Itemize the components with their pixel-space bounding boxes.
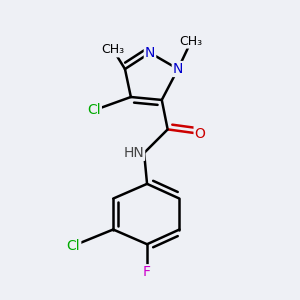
Text: Cl: Cl [87,103,101,117]
Text: N: N [173,62,183,76]
Text: F: F [143,265,151,279]
Text: Cl: Cl [67,239,80,253]
Text: N: N [145,46,155,60]
Text: O: O [195,127,206,141]
Text: HN: HN [123,146,144,160]
Text: CH₃: CH₃ [102,44,125,56]
Text: CH₃: CH₃ [180,34,203,48]
